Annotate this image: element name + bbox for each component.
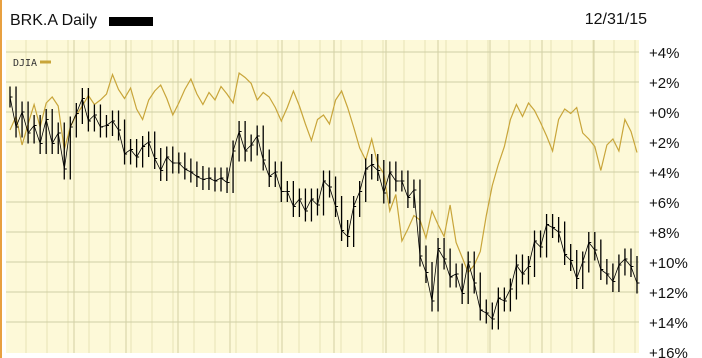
plot-area [6,40,639,353]
brk-series-line [9,96,638,320]
series-lines [9,71,640,330]
y-tick-label: +8% [649,225,679,242]
y-tick-label: +14% [649,315,688,332]
chart-title: BRK.A Daily [10,12,98,29]
brk-legend-swatch [109,16,154,26]
legend-djia: DJIA [13,58,51,69]
chart-header: BRK.A Daily [10,11,154,31]
horizontal-gridlines [6,51,639,323]
chart-date: 12/31/15 [584,11,647,28]
y-tick-label: +12% [649,285,688,302]
legend-djia-label: DJIA [13,58,37,69]
y-tick-label: +4% [649,45,679,62]
brk-series-bars [9,86,640,330]
y-tick-label: +4% [649,165,679,182]
y-tick-label: +10% [649,255,688,272]
y-tick-label: +16% [649,345,688,358]
left-frame-edge [0,0,2,358]
djia-series-line [9,71,638,274]
y-tick-label: +2% [649,135,679,152]
vertical-gridlines [25,40,636,353]
y-tick-label: +6% [649,195,679,212]
y-tick-label: +2% [649,75,679,92]
y-tick-label: +0% [649,105,679,122]
y-axis-labels: +4% +2% +0% +2% +4% +6% +8% +10% +12% +14% +16% [649,45,688,358]
